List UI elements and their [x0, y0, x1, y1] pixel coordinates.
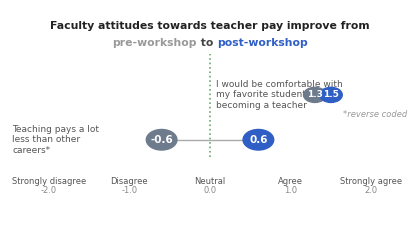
Circle shape — [304, 87, 326, 103]
Text: Disagree: Disagree — [110, 177, 148, 186]
Text: 2.0: 2.0 — [365, 186, 378, 195]
Text: -0.6: -0.6 — [150, 135, 173, 145]
Text: Neutral: Neutral — [194, 177, 226, 186]
Text: 1.3: 1.3 — [307, 90, 323, 99]
Text: Strongly agree: Strongly agree — [340, 177, 402, 186]
Text: Agree: Agree — [278, 177, 303, 186]
Text: 0.0: 0.0 — [203, 186, 217, 195]
Text: Teaching pays a lot
less than other
careers*: Teaching pays a lot less than other care… — [13, 125, 100, 155]
Text: to: to — [197, 38, 217, 48]
Text: -1.0: -1.0 — [121, 186, 137, 195]
Text: pre-workshop: pre-workshop — [112, 38, 197, 48]
Text: 1.5: 1.5 — [323, 90, 339, 99]
Text: -2.0: -2.0 — [41, 186, 57, 195]
Circle shape — [146, 129, 177, 150]
Text: 1.0: 1.0 — [284, 186, 297, 195]
Circle shape — [243, 129, 274, 150]
Text: Strongly disagree: Strongly disagree — [12, 177, 86, 186]
Circle shape — [320, 87, 342, 103]
Text: 0.6: 0.6 — [249, 135, 268, 145]
Text: *reverse coded: *reverse coded — [343, 110, 407, 119]
Text: I would be comfortable with
my favorite student
becoming a teacher: I would be comfortable with my favorite … — [216, 80, 343, 110]
Text: post-workshop: post-workshop — [217, 38, 308, 48]
Text: Faculty attitudes towards teacher pay improve from: Faculty attitudes towards teacher pay im… — [50, 21, 370, 31]
